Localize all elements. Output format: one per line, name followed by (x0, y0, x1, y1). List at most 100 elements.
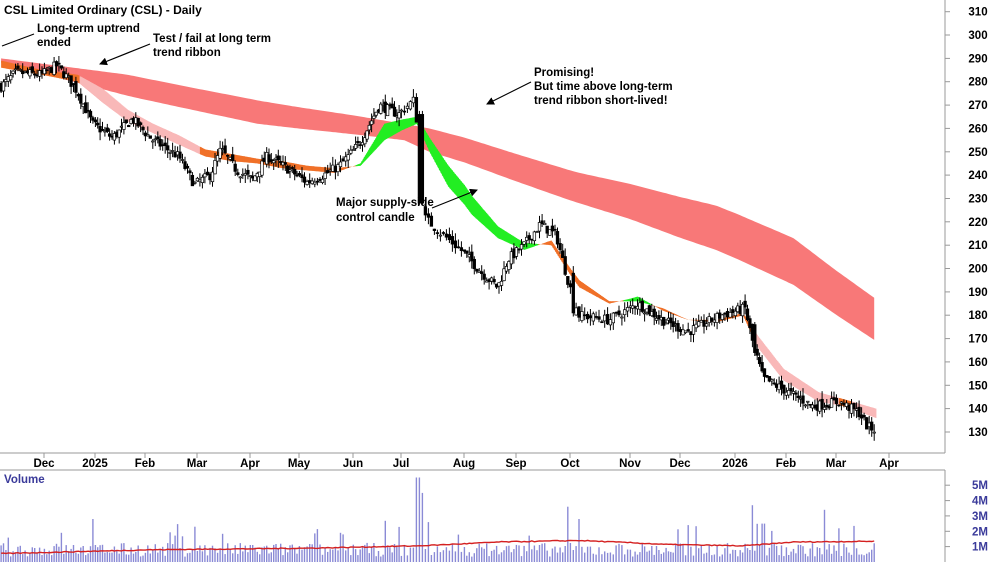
candle-body (189, 171, 192, 173)
candle-body (615, 312, 618, 313)
candle-body (754, 325, 757, 353)
price-tick-label: 140 (968, 404, 987, 416)
date-tick-label: Apr (879, 458, 899, 470)
candle-body (873, 432, 876, 433)
candle-body (682, 330, 685, 335)
candle-body (96, 123, 99, 125)
candle-body (17, 66, 20, 69)
candle-body (618, 311, 621, 315)
candle-body (342, 159, 345, 161)
date-tick-label: Sep (505, 458, 526, 470)
candle-body (718, 313, 721, 318)
price-tick-label: 250 (968, 147, 987, 159)
candle-body (9, 76, 12, 80)
price-tick-label: 270 (968, 100, 987, 112)
candle-body (823, 407, 826, 409)
candle-body (623, 310, 626, 315)
candle-body (272, 161, 275, 163)
price-tick-label: 230 (968, 194, 987, 206)
candle-body (541, 221, 544, 224)
date-tick-label: Oct (560, 458, 579, 470)
candle-body (795, 393, 798, 394)
candle-body (726, 311, 729, 317)
price-tick-label: 280 (968, 77, 987, 89)
annotation-uptrend-ended: Long-term uptrend ended (2, 23, 140, 49)
volume-tick-label: 1M (972, 542, 988, 554)
candle-body (181, 160, 184, 161)
candle-body (445, 234, 448, 237)
candle-body (835, 398, 838, 403)
price-tick-label: 220 (968, 217, 987, 229)
candle-body (589, 316, 592, 318)
candle-body (546, 226, 549, 233)
candle-body (454, 241, 457, 248)
price-tick-label: 240 (968, 170, 987, 182)
price-tick-label: 200 (968, 264, 987, 276)
candle-body (515, 248, 518, 257)
candle-body (127, 125, 130, 126)
candle-body (586, 314, 589, 319)
candle-body (697, 322, 700, 326)
candle-body (164, 143, 167, 146)
candle-body (316, 181, 319, 182)
candle-body (500, 281, 503, 285)
candle-body (870, 422, 873, 430)
candle-body (442, 233, 445, 234)
short-term-ribbon-segment (876, 409, 877, 418)
candle-body (473, 259, 476, 268)
date-tick-label: Dec (33, 458, 55, 470)
candle-body (231, 155, 234, 161)
candle-body (564, 257, 567, 275)
candle-body (261, 161, 264, 175)
candle-body (368, 125, 371, 130)
candle-body (403, 111, 406, 112)
candle-body (744, 301, 747, 307)
candle-body (554, 229, 557, 230)
candle-body (721, 315, 724, 320)
candle-body (125, 120, 128, 123)
candle-body (58, 63, 61, 64)
date-tick-label: May (288, 458, 311, 470)
candle-body (533, 232, 536, 241)
candle-body (692, 326, 695, 335)
candle-body (797, 396, 800, 398)
date-tick-label: Apr (240, 458, 260, 470)
candle-body (581, 312, 584, 321)
candle-body (89, 111, 92, 117)
candle-body (123, 123, 126, 130)
candle-body (393, 107, 396, 116)
candle-body (457, 247, 460, 248)
price-tick-label: 310 (968, 7, 987, 19)
candle-body (483, 274, 486, 279)
candle-body (729, 312, 732, 317)
candle-body (466, 251, 469, 254)
candle-body (234, 164, 237, 171)
date-tick-label: Feb (135, 458, 155, 470)
annotation-supply-line2: control candle (336, 212, 415, 224)
candle-body (106, 128, 109, 132)
candle-body (191, 175, 194, 186)
candle-body (412, 97, 415, 103)
annotation-promising-line3: trend ribbon short-lived! (534, 95, 668, 107)
volume-tick-label: 4M (972, 496, 988, 508)
candle-body (12, 71, 15, 73)
ribbons-layer (1, 58, 876, 418)
candle-body (94, 120, 97, 122)
candle-body (556, 231, 559, 244)
volume-tick-label: 3M (972, 511, 988, 523)
price-tick-label: 150 (968, 380, 987, 392)
candle-body (152, 141, 155, 142)
long-term-trend-ribbon (1, 58, 874, 340)
annotation-uptrend-pointer (2, 34, 34, 46)
candle-body (149, 136, 152, 139)
candle-body (291, 168, 294, 169)
candle-body (244, 174, 247, 176)
candle-body (716, 314, 719, 323)
candle-body (690, 332, 693, 335)
candle-body (612, 313, 615, 323)
candle-body (277, 156, 280, 160)
candle-body (409, 102, 412, 109)
candle-body (415, 97, 418, 122)
candle-body (298, 173, 301, 175)
candle-body (641, 301, 644, 311)
